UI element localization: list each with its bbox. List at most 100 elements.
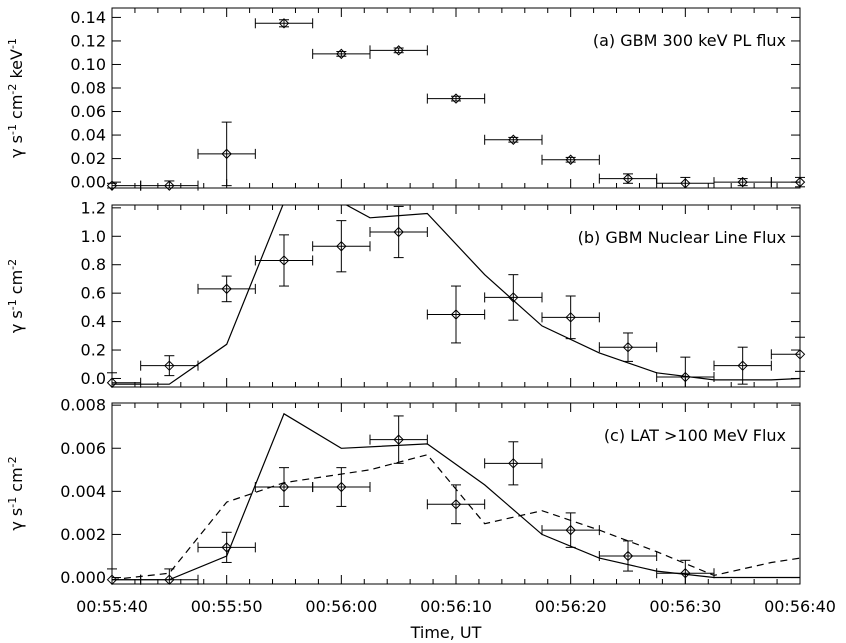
diamond-marker <box>508 134 519 145</box>
y-axis-title-part: γ s <box>7 135 26 158</box>
data-point <box>254 18 314 29</box>
diamond-marker <box>508 458 519 469</box>
diamond-marker <box>737 360 748 371</box>
y-axis-title-part: -1 <box>6 124 19 135</box>
y-axis-title-part: γ s <box>7 508 26 531</box>
data-point <box>197 531 256 563</box>
y-axis-title: γ s-1 cm-2 <box>6 456 27 530</box>
data-point <box>656 176 715 189</box>
diamond-marker <box>106 377 118 388</box>
y-tick-label: 0.12 <box>70 31 106 50</box>
y-tick-label: 0.06 <box>70 102 106 121</box>
diamond-marker <box>336 48 347 60</box>
data-point <box>312 467 371 507</box>
diamond-marker <box>622 173 634 184</box>
y-tick-label: 0.8 <box>81 255 106 274</box>
diamond-marker <box>622 341 634 353</box>
y-axis-title-part: -1 <box>6 299 19 310</box>
y-tick-label: 0.2 <box>81 341 106 360</box>
y-tick-label: 0.08 <box>70 79 106 98</box>
data-point <box>713 346 772 385</box>
diamond-marker <box>622 550 634 562</box>
data-point <box>598 540 658 572</box>
model-curve-solid <box>112 205 800 385</box>
x-tick-label: 00:56:00 <box>305 597 377 616</box>
data-point <box>541 154 600 165</box>
diamond-marker <box>393 45 404 56</box>
diamond-marker <box>737 176 748 188</box>
diamond-marker <box>450 499 462 510</box>
data-point <box>197 275 256 303</box>
y-axis-title-part: cm <box>7 270 26 299</box>
diamond-marker <box>164 180 175 191</box>
panel-title: (a) GBM 300 keV PL flux <box>593 31 786 50</box>
x-axis-title: Time, UT <box>410 623 482 642</box>
y-axis-title-part: cm <box>7 467 26 496</box>
data-point <box>598 173 658 184</box>
data-point <box>541 512 600 548</box>
y-tick-label: 0.02 <box>70 149 106 168</box>
diamond-marker <box>221 148 232 160</box>
data-point <box>106 372 142 388</box>
diamond-marker <box>106 574 118 585</box>
diamond-marker <box>508 292 519 303</box>
diamond-marker <box>278 18 290 29</box>
diamond-marker <box>794 176 806 188</box>
data-point <box>369 415 428 464</box>
data-point <box>140 355 199 377</box>
data-point <box>598 332 658 362</box>
diamond-marker <box>221 542 232 553</box>
diamond-marker <box>794 349 806 360</box>
diamond-marker <box>565 154 576 165</box>
data-point <box>106 180 142 191</box>
x-tick-label: 00:55:50 <box>191 597 263 616</box>
y-tick-label: 0.006 <box>60 439 106 458</box>
data-point <box>656 559 715 584</box>
y-tick-label: 0.4 <box>81 312 106 331</box>
diamond-marker <box>164 574 175 585</box>
x-axis: 00:55:40 00:55:50 00:56:00 00:56:10 00:56:20… <box>76 597 836 642</box>
x-tick-label: 00:56:20 <box>535 597 607 616</box>
data-point <box>426 285 486 344</box>
diamond-marker <box>565 312 576 323</box>
diamond-marker <box>278 481 290 493</box>
y-axis-title-part: cm <box>7 95 26 124</box>
data-point <box>541 295 600 340</box>
diamond-marker <box>450 93 462 104</box>
y-tick-label: 0.002 <box>60 525 106 544</box>
data-point <box>254 467 314 507</box>
diamond-marker <box>680 371 691 383</box>
x-tick-label: 00:56:10 <box>420 597 492 616</box>
y-axis-title-part: -2 <box>6 456 19 467</box>
data-point <box>770 336 806 372</box>
diamond-marker <box>164 360 175 371</box>
data-point <box>484 274 543 321</box>
x-tick-label: 00:56:40 <box>764 597 836 616</box>
data-point <box>369 205 428 259</box>
diamond-marker <box>565 524 576 536</box>
data-point <box>140 180 199 191</box>
diamond-marker <box>393 226 404 238</box>
diamond-marker <box>336 481 347 493</box>
diamond-marker <box>680 178 691 189</box>
data-point <box>426 93 486 104</box>
y-tick-label: 0.14 <box>70 8 106 27</box>
data-point <box>312 220 371 273</box>
data-point <box>254 234 314 287</box>
y-tick-label: 0.004 <box>60 482 106 501</box>
panel-b: 0.0 0.2 0.4 0.6 0.8 1.0 1.2 (b) GBM Nuclear Lin… <box>6 198 806 388</box>
x-tick-label: 00:56:30 <box>649 597 721 616</box>
y-axis-title: γ s-1 cm-2 <box>6 259 27 333</box>
y-axis-title-part: γ s <box>7 310 26 333</box>
y-tick-label: 0.000 <box>60 568 106 587</box>
data-point <box>140 568 199 585</box>
y-tick-label: 0.00 <box>70 173 106 192</box>
data-point <box>312 48 371 60</box>
panel-a: 0.00 0.02 0.04 0.06 0.08 0.10 0.12 0.14 (a) GBM … <box>6 7 806 192</box>
data-point <box>369 45 428 56</box>
diamond-marker <box>393 434 404 445</box>
y-tick-label: 1.0 <box>81 227 106 246</box>
data-point <box>656 356 715 387</box>
diamond-marker <box>106 180 118 191</box>
x-tick-label: 00:55:40 <box>76 597 148 616</box>
